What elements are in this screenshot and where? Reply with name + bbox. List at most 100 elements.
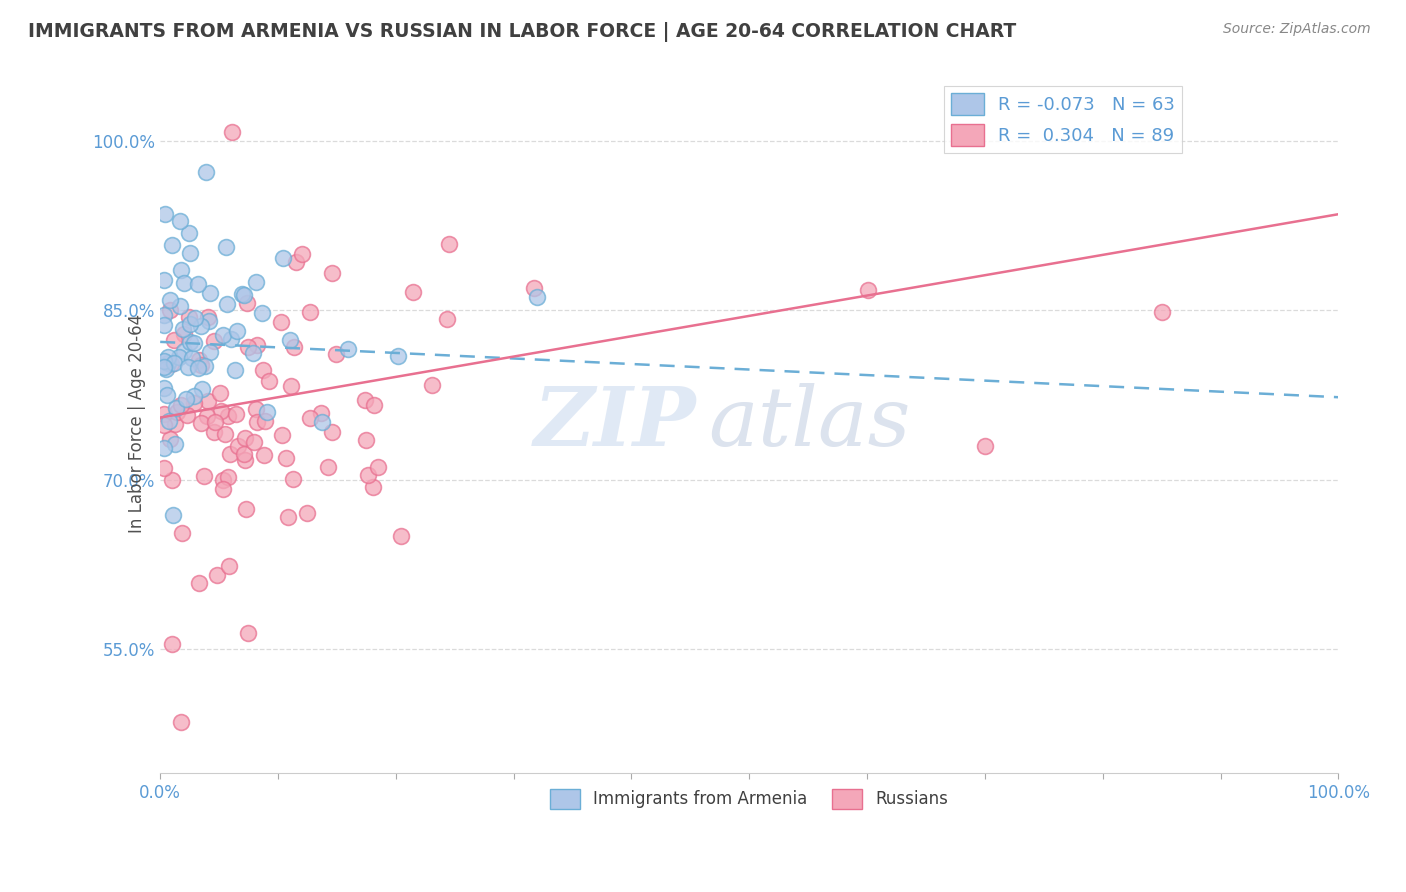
Point — [298, 410, 321, 425]
Point — [277, 510, 299, 524]
Point — [316, 460, 339, 475]
Point — [283, 472, 305, 486]
Point — [183, 396, 205, 410]
Point — [183, 335, 205, 350]
Point — [195, 165, 218, 179]
Point — [211, 474, 233, 488]
Point — [159, 432, 181, 446]
Point — [219, 447, 242, 461]
Point — [254, 414, 277, 428]
Point — [233, 447, 256, 461]
Point — [205, 568, 228, 582]
Point — [159, 293, 181, 307]
Point — [187, 277, 209, 292]
Point — [173, 276, 195, 290]
Point — [198, 285, 221, 300]
Point — [197, 394, 219, 409]
Point — [217, 409, 239, 423]
Point — [152, 417, 174, 432]
Point — [295, 506, 318, 520]
Point — [169, 214, 191, 228]
Point — [291, 246, 314, 260]
Point — [183, 389, 205, 403]
Point — [179, 246, 201, 260]
Point — [195, 409, 218, 423]
Point — [245, 275, 267, 289]
Point — [177, 310, 200, 324]
Point — [437, 236, 460, 251]
Point — [214, 426, 236, 441]
Point — [153, 381, 176, 395]
Text: ZIP: ZIP — [534, 384, 696, 463]
Point — [157, 413, 180, 427]
Point — [215, 297, 238, 311]
Point — [212, 482, 235, 496]
Point — [162, 508, 184, 523]
Point — [233, 453, 256, 467]
Point — [280, 379, 302, 393]
Point — [226, 439, 249, 453]
Point — [363, 480, 385, 494]
Point — [224, 363, 246, 377]
Point — [190, 383, 212, 397]
Point — [233, 288, 256, 302]
Point — [274, 451, 297, 466]
Point — [285, 255, 308, 269]
Point — [974, 439, 997, 453]
Point — [226, 324, 249, 338]
Point — [197, 310, 219, 324]
Point — [179, 334, 201, 349]
Point — [436, 311, 458, 326]
Point — [218, 558, 240, 573]
Point — [208, 386, 231, 401]
Text: IMMIGRANTS FROM ARMENIA VS RUSSIAN IN LABOR FORCE | AGE 20-64 CORRELATION CHART: IMMIGRANTS FROM ARMENIA VS RUSSIAN IN LA… — [28, 22, 1017, 42]
Point — [169, 299, 191, 313]
Point — [221, 125, 243, 139]
Point — [325, 346, 347, 360]
Point — [166, 405, 188, 419]
Point — [152, 461, 174, 475]
Text: atlas: atlas — [709, 384, 911, 463]
Point — [235, 502, 257, 516]
Point — [188, 576, 211, 591]
Point — [271, 428, 294, 442]
Point — [152, 442, 174, 456]
Point — [242, 435, 264, 450]
Point — [219, 332, 242, 346]
Point — [387, 349, 409, 363]
Point — [187, 352, 209, 367]
Point — [153, 318, 176, 332]
Point — [198, 313, 221, 327]
Point — [156, 351, 179, 365]
Legend: Immigrants from Armenia, Russians: Immigrants from Armenia, Russians — [543, 782, 955, 815]
Point — [246, 415, 269, 429]
Point — [170, 398, 193, 412]
Point — [152, 360, 174, 375]
Point — [159, 303, 181, 318]
Point — [179, 227, 201, 241]
Point — [236, 296, 259, 310]
Point — [526, 290, 548, 304]
Point — [231, 287, 253, 301]
Point — [176, 409, 198, 423]
Y-axis label: In Labor Force | Age 20-64: In Labor Force | Age 20-64 — [128, 314, 146, 533]
Point — [163, 417, 186, 431]
Point — [311, 406, 333, 420]
Point — [162, 473, 184, 487]
Point — [367, 460, 389, 475]
Point — [209, 404, 232, 418]
Point — [160, 358, 183, 372]
Point — [236, 340, 259, 354]
Point — [174, 392, 197, 406]
Point — [217, 469, 239, 483]
Point — [204, 415, 226, 429]
Point — [202, 425, 225, 439]
Point — [233, 431, 256, 445]
Point — [215, 240, 238, 254]
Point — [152, 273, 174, 287]
Point — [181, 351, 204, 366]
Point — [153, 407, 176, 421]
Point — [311, 416, 333, 430]
Point — [170, 525, 193, 540]
Point — [155, 362, 177, 376]
